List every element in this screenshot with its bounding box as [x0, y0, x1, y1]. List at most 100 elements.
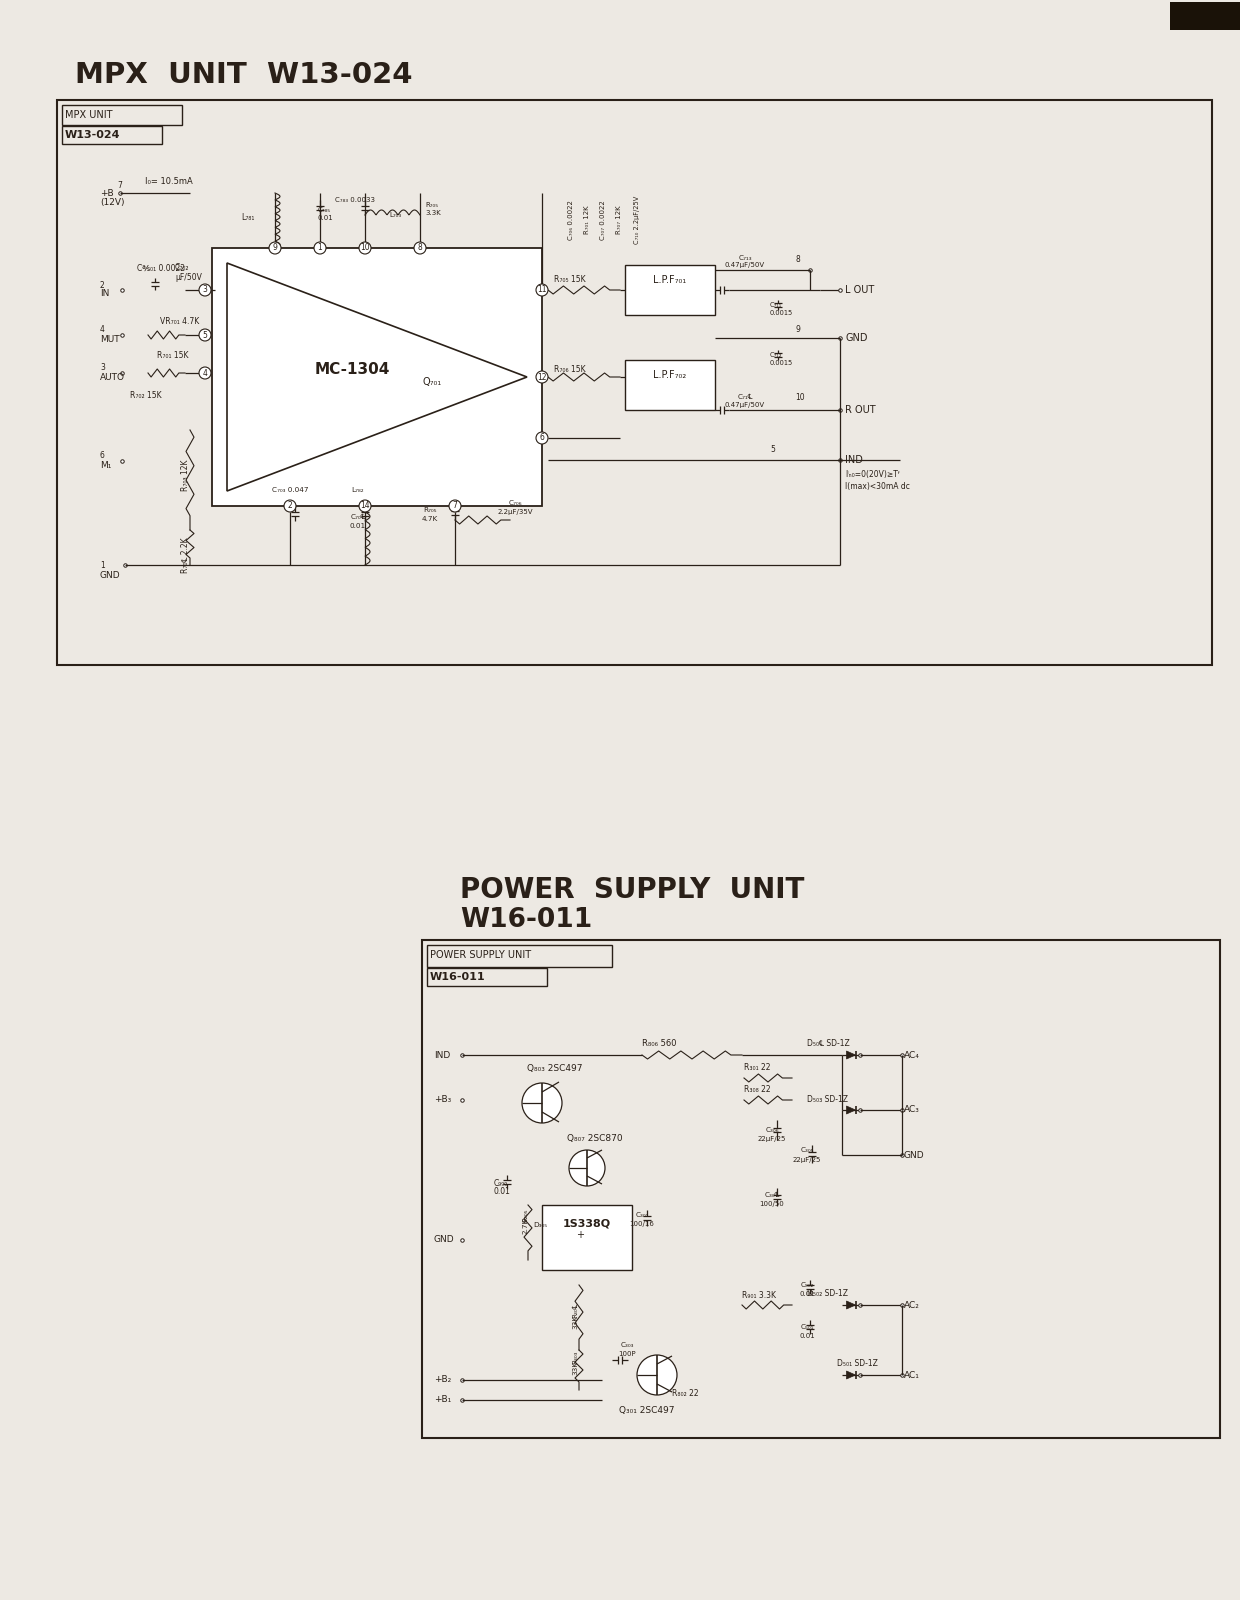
Text: R OUT: R OUT — [844, 405, 875, 414]
Circle shape — [314, 242, 326, 254]
Text: R₇₀₆ 15K: R₇₀₆ 15K — [554, 365, 585, 374]
Circle shape — [536, 432, 548, 443]
Text: C℁₀₁ 0.0022: C℁₀₁ 0.0022 — [136, 264, 185, 272]
Text: AC₂: AC₂ — [904, 1301, 920, 1309]
Text: D₅₀℄ SD-1Z: D₅₀℄ SD-1Z — [807, 1040, 849, 1048]
Text: C₇₁₁: C₇₁₁ — [770, 302, 782, 307]
Text: R₇₀₅: R₇₀₅ — [423, 507, 436, 514]
Text: 1: 1 — [317, 243, 322, 253]
Text: AC₃: AC₃ — [904, 1106, 920, 1115]
Text: μF/50V: μF/50V — [175, 272, 202, 282]
Text: +B₃: +B₃ — [434, 1096, 451, 1104]
Text: W13-024: W13-024 — [64, 130, 120, 141]
Bar — [422, 939, 1220, 1438]
Text: 9: 9 — [795, 325, 800, 334]
Text: L₇₈₂: L₇₈₂ — [352, 486, 365, 493]
Text: W16-011: W16-011 — [460, 907, 593, 933]
Text: 33K: 33K — [572, 1315, 578, 1330]
Text: +B: +B — [100, 189, 114, 197]
Bar — [542, 1205, 632, 1270]
Text: R₇₀₁ 12K: R₇₀₁ 12K — [584, 206, 590, 234]
Text: 0.01: 0.01 — [350, 523, 366, 530]
Text: 0.01: 0.01 — [799, 1333, 815, 1339]
Text: C₃₀₁: C₃₀₁ — [635, 1213, 649, 1218]
Text: D₅₀₁ SD-1Z: D₅₀₁ SD-1Z — [837, 1358, 878, 1368]
Text: 8: 8 — [418, 243, 423, 253]
Text: C₇₁℄: C₇₁℄ — [738, 394, 753, 400]
Text: GND: GND — [904, 1150, 925, 1160]
Circle shape — [536, 371, 548, 382]
Bar — [62, 106, 182, 125]
Circle shape — [522, 1083, 562, 1123]
Text: C₃₀₆: C₃₀₆ — [765, 1126, 779, 1133]
Text: 0.01: 0.01 — [317, 214, 334, 221]
Bar — [62, 126, 162, 144]
Text: R₈₀₂ 22: R₈₀₂ 22 — [672, 1389, 698, 1397]
Bar — [1171, 2, 1240, 30]
Text: C₃₀₃: C₃₀₃ — [620, 1342, 634, 1347]
Text: 3: 3 — [100, 363, 105, 373]
Text: L OUT: L OUT — [844, 285, 874, 294]
Text: VR₇₀₁ 4.7K: VR₇₀₁ 4.7K — [160, 317, 200, 326]
Text: R₇₀₃ 12K: R₇₀₃ 12K — [181, 459, 190, 491]
Text: GND: GND — [434, 1235, 455, 1245]
Circle shape — [637, 1355, 677, 1395]
Text: 2.2μF/35V: 2.2μF/35V — [497, 509, 533, 515]
Text: L.P.F₇₀₂: L.P.F₇₀₂ — [653, 370, 687, 379]
Text: 2: 2 — [100, 280, 104, 290]
Circle shape — [449, 499, 461, 512]
Text: 0.47μF/50V: 0.47μF/50V — [725, 402, 765, 408]
Text: Q₇₀₁: Q₇₀₁ — [423, 378, 441, 387]
Text: 0.47μF/50V: 0.47μF/50V — [725, 262, 765, 267]
Text: 1: 1 — [100, 560, 104, 570]
Text: C₇₁₂: C₇₁₂ — [770, 352, 782, 358]
Text: (12V): (12V) — [100, 197, 124, 206]
Text: M₁: M₁ — [100, 461, 112, 470]
Text: 33K: 33K — [572, 1362, 578, 1374]
Text: R₉₀₁ 3.3K: R₉₀₁ 3.3K — [742, 1291, 776, 1299]
Text: R₃₀₈ 22: R₃₀₈ 22 — [744, 1085, 770, 1094]
Text: C₇₀₆: C₇₀₆ — [508, 499, 522, 506]
Text: 3: 3 — [202, 285, 207, 294]
Text: +: + — [577, 1230, 584, 1240]
Text: D₅₀₃ SD-1Z: D₅₀₃ SD-1Z — [807, 1094, 848, 1104]
Text: 9: 9 — [273, 243, 278, 253]
Bar — [427, 946, 613, 966]
Text: AUTO: AUTO — [100, 373, 125, 381]
Text: C₉₀₂: C₉₀₂ — [800, 1282, 813, 1288]
Circle shape — [360, 499, 371, 512]
Text: R₇₀₁ 15K: R₇₀₁ 15K — [157, 352, 188, 360]
Text: D₃₀₅: D₃₀₅ — [533, 1222, 547, 1229]
Text: +B₁: +B₁ — [434, 1395, 451, 1405]
Text: I(max)<30mA dc: I(max)<30mA dc — [844, 482, 910, 491]
Text: 22μF/25: 22μF/25 — [792, 1157, 821, 1163]
Text: 100/16: 100/16 — [630, 1221, 655, 1227]
Text: Q₃₀₁ 2SC497: Q₃₀₁ 2SC497 — [619, 1405, 675, 1414]
Text: L₇₀₃: L₇₀₃ — [389, 211, 401, 218]
Text: D₅₀₂ SD-1Z: D₅₀₂ SD-1Z — [807, 1288, 848, 1298]
Text: 10: 10 — [795, 394, 805, 403]
Polygon shape — [847, 1106, 856, 1114]
Text: 14: 14 — [360, 501, 370, 510]
Text: 11: 11 — [537, 285, 547, 294]
Polygon shape — [847, 1371, 856, 1379]
Circle shape — [198, 285, 211, 296]
Text: 5: 5 — [770, 445, 775, 454]
Text: MPX UNIT: MPX UNIT — [64, 110, 113, 120]
Text: C₇₈₃ 0.0033: C₇₈₃ 0.0033 — [335, 197, 374, 203]
Text: 12: 12 — [537, 373, 547, 381]
Text: 0.01: 0.01 — [799, 1291, 815, 1298]
Text: 2.7K: 2.7K — [522, 1218, 528, 1234]
Text: L₇₈₁: L₇₈₁ — [242, 213, 254, 222]
Text: 6: 6 — [539, 434, 544, 443]
Text: +B₂: +B₂ — [434, 1376, 451, 1384]
Circle shape — [198, 330, 211, 341]
Text: 7: 7 — [453, 501, 458, 510]
Text: 100P: 100P — [619, 1350, 636, 1357]
Text: W16-011: W16-011 — [430, 971, 486, 982]
Text: 3.3K: 3.3K — [425, 210, 440, 216]
Text: R₃₀℄: R₃₀℄ — [572, 1302, 578, 1318]
Text: C₇₈₅: C₇₈₅ — [317, 206, 331, 213]
Text: C₅₀₁: C₅₀₁ — [800, 1325, 813, 1330]
Text: MC-1304: MC-1304 — [314, 362, 389, 376]
